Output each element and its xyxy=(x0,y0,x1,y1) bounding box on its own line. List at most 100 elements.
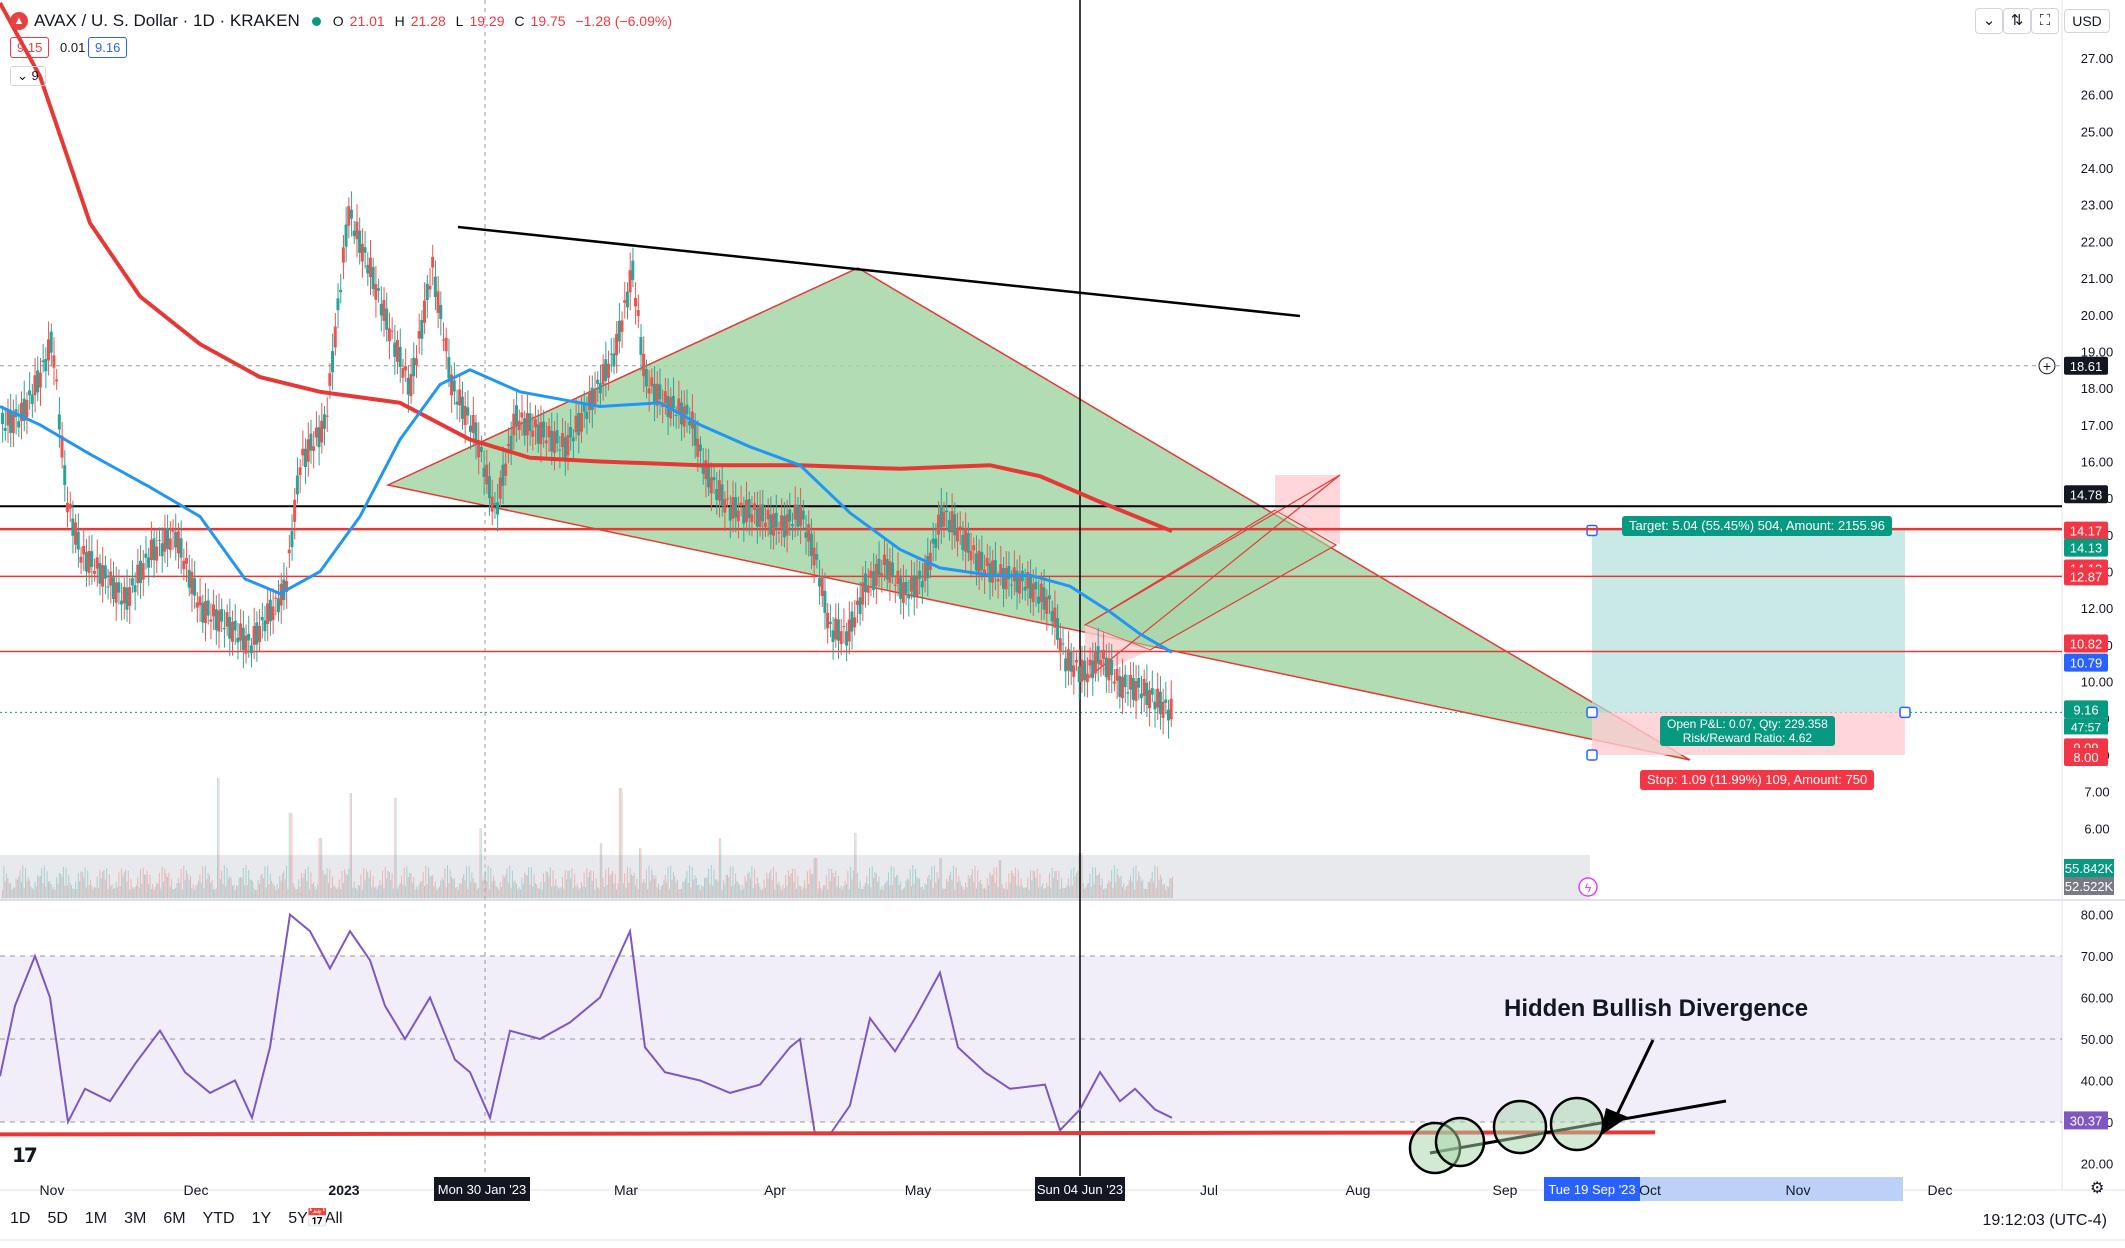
range-button-ytd[interactable]: YTD xyxy=(202,1210,235,1227)
volume-bar xyxy=(1027,877,1029,898)
volume-bar xyxy=(1066,885,1068,898)
candle-body xyxy=(761,504,765,522)
candle-body xyxy=(739,502,743,507)
volume-bar xyxy=(202,866,204,898)
candle-body xyxy=(712,476,716,481)
candle-body xyxy=(1007,565,1011,580)
candle-body xyxy=(257,625,261,642)
rsi-line xyxy=(0,912,1173,1136)
range-button-1m[interactable]: 1M xyxy=(84,1210,108,1227)
volume-bar xyxy=(549,867,551,898)
volume-bar xyxy=(350,793,352,898)
candle-body xyxy=(1096,646,1100,664)
candle-body xyxy=(322,414,326,429)
range-button-all[interactable]: All xyxy=(324,1210,343,1227)
ask-price-button[interactable]: 9.16 xyxy=(88,37,128,58)
candle-body xyxy=(520,412,524,418)
volume-bar xyxy=(292,883,294,898)
volume-bar xyxy=(797,876,799,898)
volume-bar xyxy=(490,867,492,898)
volume-bar xyxy=(820,887,822,898)
bid-price-button[interactable]: 9.15 xyxy=(10,37,50,58)
volume-bar xyxy=(863,886,865,898)
volume-bar xyxy=(794,868,796,898)
candle-body xyxy=(955,529,959,542)
candle-body xyxy=(977,550,981,574)
volume-bar xyxy=(263,878,265,898)
range-button-6m[interactable]: 6M xyxy=(163,1210,186,1227)
volume-bar xyxy=(248,870,250,898)
volume-bar xyxy=(694,875,696,898)
volume-bar xyxy=(1055,870,1057,898)
volume-bar xyxy=(1012,872,1014,898)
volume-bar xyxy=(994,883,996,898)
volume-bar xyxy=(518,887,520,898)
volume-bar xyxy=(154,886,156,898)
candle-body xyxy=(991,560,995,583)
price-badge: 10.82 xyxy=(2070,637,2103,652)
range-button-3m[interactable]: 3M xyxy=(124,1210,147,1227)
candle-body xyxy=(663,391,667,404)
volume-bar xyxy=(203,888,205,898)
volume-bar xyxy=(127,870,129,898)
candle-body xyxy=(788,509,792,522)
volume-bar xyxy=(299,887,301,898)
candle-body xyxy=(1137,678,1141,688)
candle-body xyxy=(1142,678,1146,696)
volume-bar xyxy=(916,877,918,898)
volume-bar xyxy=(620,788,622,898)
volume-bar xyxy=(933,865,935,898)
candle-body xyxy=(355,221,359,240)
price-badge-bg xyxy=(2064,485,2108,504)
candle-body xyxy=(704,460,708,480)
volume-bar xyxy=(509,865,511,898)
range-button-5d[interactable]: 5D xyxy=(47,1210,68,1227)
volume-bar xyxy=(1108,879,1110,898)
volume-bar xyxy=(1031,880,1033,898)
range-button-5y[interactable]: 5Y xyxy=(288,1210,308,1227)
volume-bar xyxy=(137,877,139,898)
candle-body xyxy=(1107,658,1111,681)
target-zone xyxy=(1592,530,1905,713)
volume-bar xyxy=(682,881,684,898)
volume-bar xyxy=(336,889,338,898)
clock-time[interactable]: 19:12:03 (UTC-4) xyxy=(1982,1212,2108,1229)
ma-red-line xyxy=(0,2,1173,534)
volume-bar xyxy=(487,865,489,898)
volume-bar xyxy=(1128,880,1130,898)
volume-bar xyxy=(1162,884,1164,898)
volume-bar xyxy=(207,872,209,898)
volume-bar xyxy=(613,883,615,898)
volume-bar xyxy=(648,865,650,898)
candle-body xyxy=(1153,701,1157,710)
volume-bar xyxy=(975,888,977,898)
candle-body xyxy=(306,439,310,462)
candle-body xyxy=(120,600,124,605)
symbol-title[interactable]: AVAX / U. S. Dollar · 1D · KRAKEN xyxy=(34,11,300,30)
volume-bar xyxy=(833,876,835,898)
range-button-1y[interactable]: 1Y xyxy=(251,1210,272,1227)
candle-body xyxy=(544,440,548,444)
volume-bar xyxy=(603,886,605,898)
volume-bar xyxy=(1044,888,1046,898)
volume-bar xyxy=(1171,876,1173,898)
candle-body xyxy=(44,358,48,372)
volume-bar xyxy=(986,877,988,898)
settings-icon[interactable]: ⚙ xyxy=(2090,1180,2105,1197)
volume-bar xyxy=(258,883,260,898)
calendar-icon[interactable]: 📅 xyxy=(306,1208,329,1228)
fullscreen-icon[interactable]: ⛶ xyxy=(2031,8,2059,34)
volume-bar xyxy=(200,883,202,898)
chevron-down-icon[interactable]: ⌄ xyxy=(1975,8,2003,34)
volume-bar xyxy=(524,872,526,898)
volume-bar xyxy=(115,881,117,898)
indicators-collapse-button[interactable]: ⌄ 9 xyxy=(10,66,46,86)
volume-bar xyxy=(16,879,18,898)
volume-bar xyxy=(410,873,412,898)
currency-selector[interactable]: USD xyxy=(2064,9,2110,33)
volume-bar xyxy=(162,881,164,898)
range-button-1d[interactable]: 1D xyxy=(10,1210,31,1227)
candle-body xyxy=(293,499,297,522)
scale-arrows-icon[interactable]: ⇅ xyxy=(2003,8,2031,34)
